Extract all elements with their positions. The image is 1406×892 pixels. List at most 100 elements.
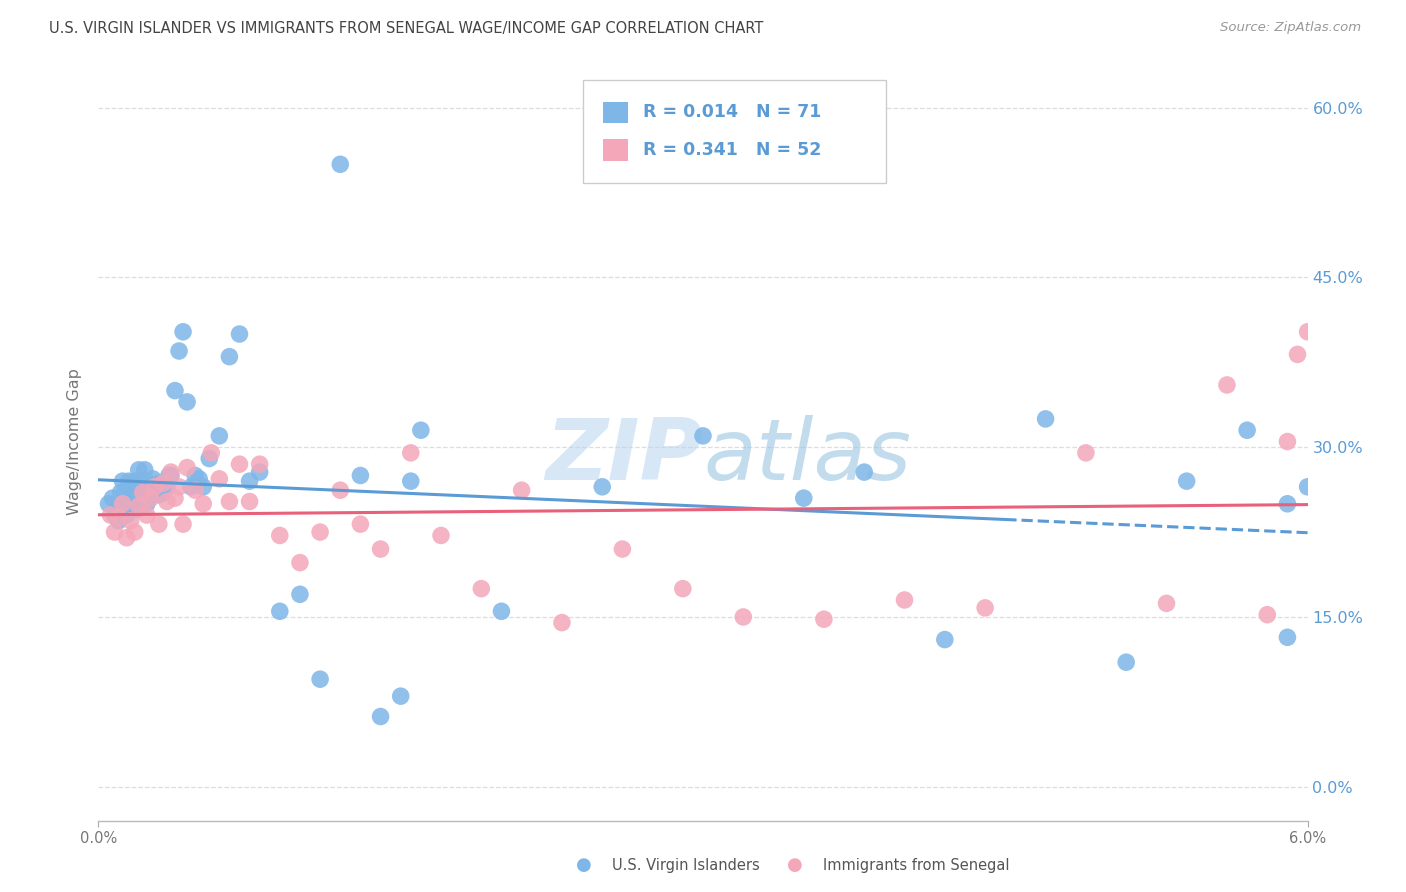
Point — [124, 474, 146, 488]
Point — [172, 325, 194, 339]
Y-axis label: Wage/Income Gap: Wage/Income Gap — [67, 368, 83, 515]
Point — [124, 485, 146, 500]
Point — [180, 480, 202, 494]
Point — [163, 384, 186, 398]
Point — [208, 472, 231, 486]
Point — [107, 514, 129, 528]
Point — [107, 510, 129, 524]
Point — [143, 480, 166, 494]
Point — [176, 460, 198, 475]
Point — [188, 472, 211, 486]
Point — [389, 689, 412, 703]
Point — [1277, 434, 1299, 449]
Point — [893, 593, 915, 607]
Point — [135, 497, 157, 511]
Point — [115, 531, 138, 545]
Point — [148, 517, 170, 532]
Point — [148, 488, 170, 502]
Point — [208, 429, 231, 443]
Point — [167, 344, 190, 359]
Text: R = 0.341   N = 52: R = 0.341 N = 52 — [643, 141, 821, 159]
Point — [510, 483, 533, 498]
Text: Source: ZipAtlas.com: Source: ZipAtlas.com — [1220, 21, 1361, 34]
Point — [152, 485, 174, 500]
Point — [309, 524, 332, 539]
Point — [1074, 446, 1097, 460]
Point — [370, 542, 392, 557]
Point — [129, 485, 152, 500]
Point — [160, 465, 183, 479]
Point — [135, 508, 157, 522]
Text: Immigrants from Senegal: Immigrants from Senegal — [823, 858, 1010, 872]
Point — [101, 491, 124, 505]
Text: ●: ● — [575, 856, 592, 874]
Point — [470, 582, 492, 596]
Point — [176, 395, 198, 409]
Point — [1156, 596, 1178, 610]
Point — [184, 468, 207, 483]
Point — [228, 457, 250, 471]
Text: ZIP: ZIP — [546, 415, 703, 499]
Point — [733, 610, 755, 624]
Point — [399, 474, 422, 488]
Point — [249, 457, 271, 471]
Point — [249, 465, 271, 479]
Point — [97, 497, 120, 511]
Point — [329, 157, 352, 171]
Point — [111, 497, 134, 511]
Point — [409, 423, 432, 437]
Point — [934, 632, 956, 647]
Point — [100, 508, 122, 522]
Point — [115, 508, 138, 522]
Point — [1256, 607, 1278, 622]
Point — [1175, 474, 1198, 488]
Point — [813, 612, 835, 626]
Point — [125, 502, 148, 516]
Point — [349, 517, 371, 532]
Point — [218, 350, 240, 364]
Point — [1296, 325, 1319, 339]
Point — [118, 491, 141, 505]
Point — [1277, 630, 1299, 644]
Point — [138, 476, 160, 491]
Text: ●: ● — [786, 856, 803, 874]
Point — [167, 480, 190, 494]
Point — [1115, 655, 1137, 669]
Point — [114, 502, 136, 516]
Point — [349, 468, 371, 483]
Text: atlas: atlas — [703, 415, 911, 499]
Point — [974, 600, 997, 615]
Point — [269, 528, 291, 542]
Point — [121, 491, 143, 505]
Point — [218, 494, 240, 508]
Point — [793, 491, 815, 505]
Point — [329, 483, 352, 498]
Point — [142, 472, 165, 486]
Point — [139, 491, 162, 505]
Point — [200, 446, 222, 460]
Point — [1216, 378, 1239, 392]
Point — [124, 524, 146, 539]
Point — [134, 463, 156, 477]
Point — [160, 468, 183, 483]
Point — [193, 480, 215, 494]
Point — [491, 604, 513, 618]
Point — [1277, 497, 1299, 511]
Point — [111, 497, 134, 511]
Point — [143, 480, 166, 494]
Point — [228, 326, 250, 341]
Point — [118, 474, 141, 488]
Text: R = 0.014   N = 71: R = 0.014 N = 71 — [643, 103, 821, 121]
Point — [156, 480, 179, 494]
Point — [132, 485, 155, 500]
Point — [853, 465, 876, 479]
Point — [288, 587, 311, 601]
Point — [148, 476, 170, 491]
Point — [269, 604, 291, 618]
Point — [163, 491, 186, 505]
Point — [114, 485, 136, 500]
Text: U.S. Virgin Islanders: U.S. Virgin Islanders — [612, 858, 759, 872]
Point — [184, 483, 207, 498]
Text: U.S. VIRGIN ISLANDER VS IMMIGRANTS FROM SENEGAL WAGE/INCOME GAP CORRELATION CHAR: U.S. VIRGIN ISLANDER VS IMMIGRANTS FROM … — [49, 21, 763, 36]
Point — [551, 615, 574, 630]
